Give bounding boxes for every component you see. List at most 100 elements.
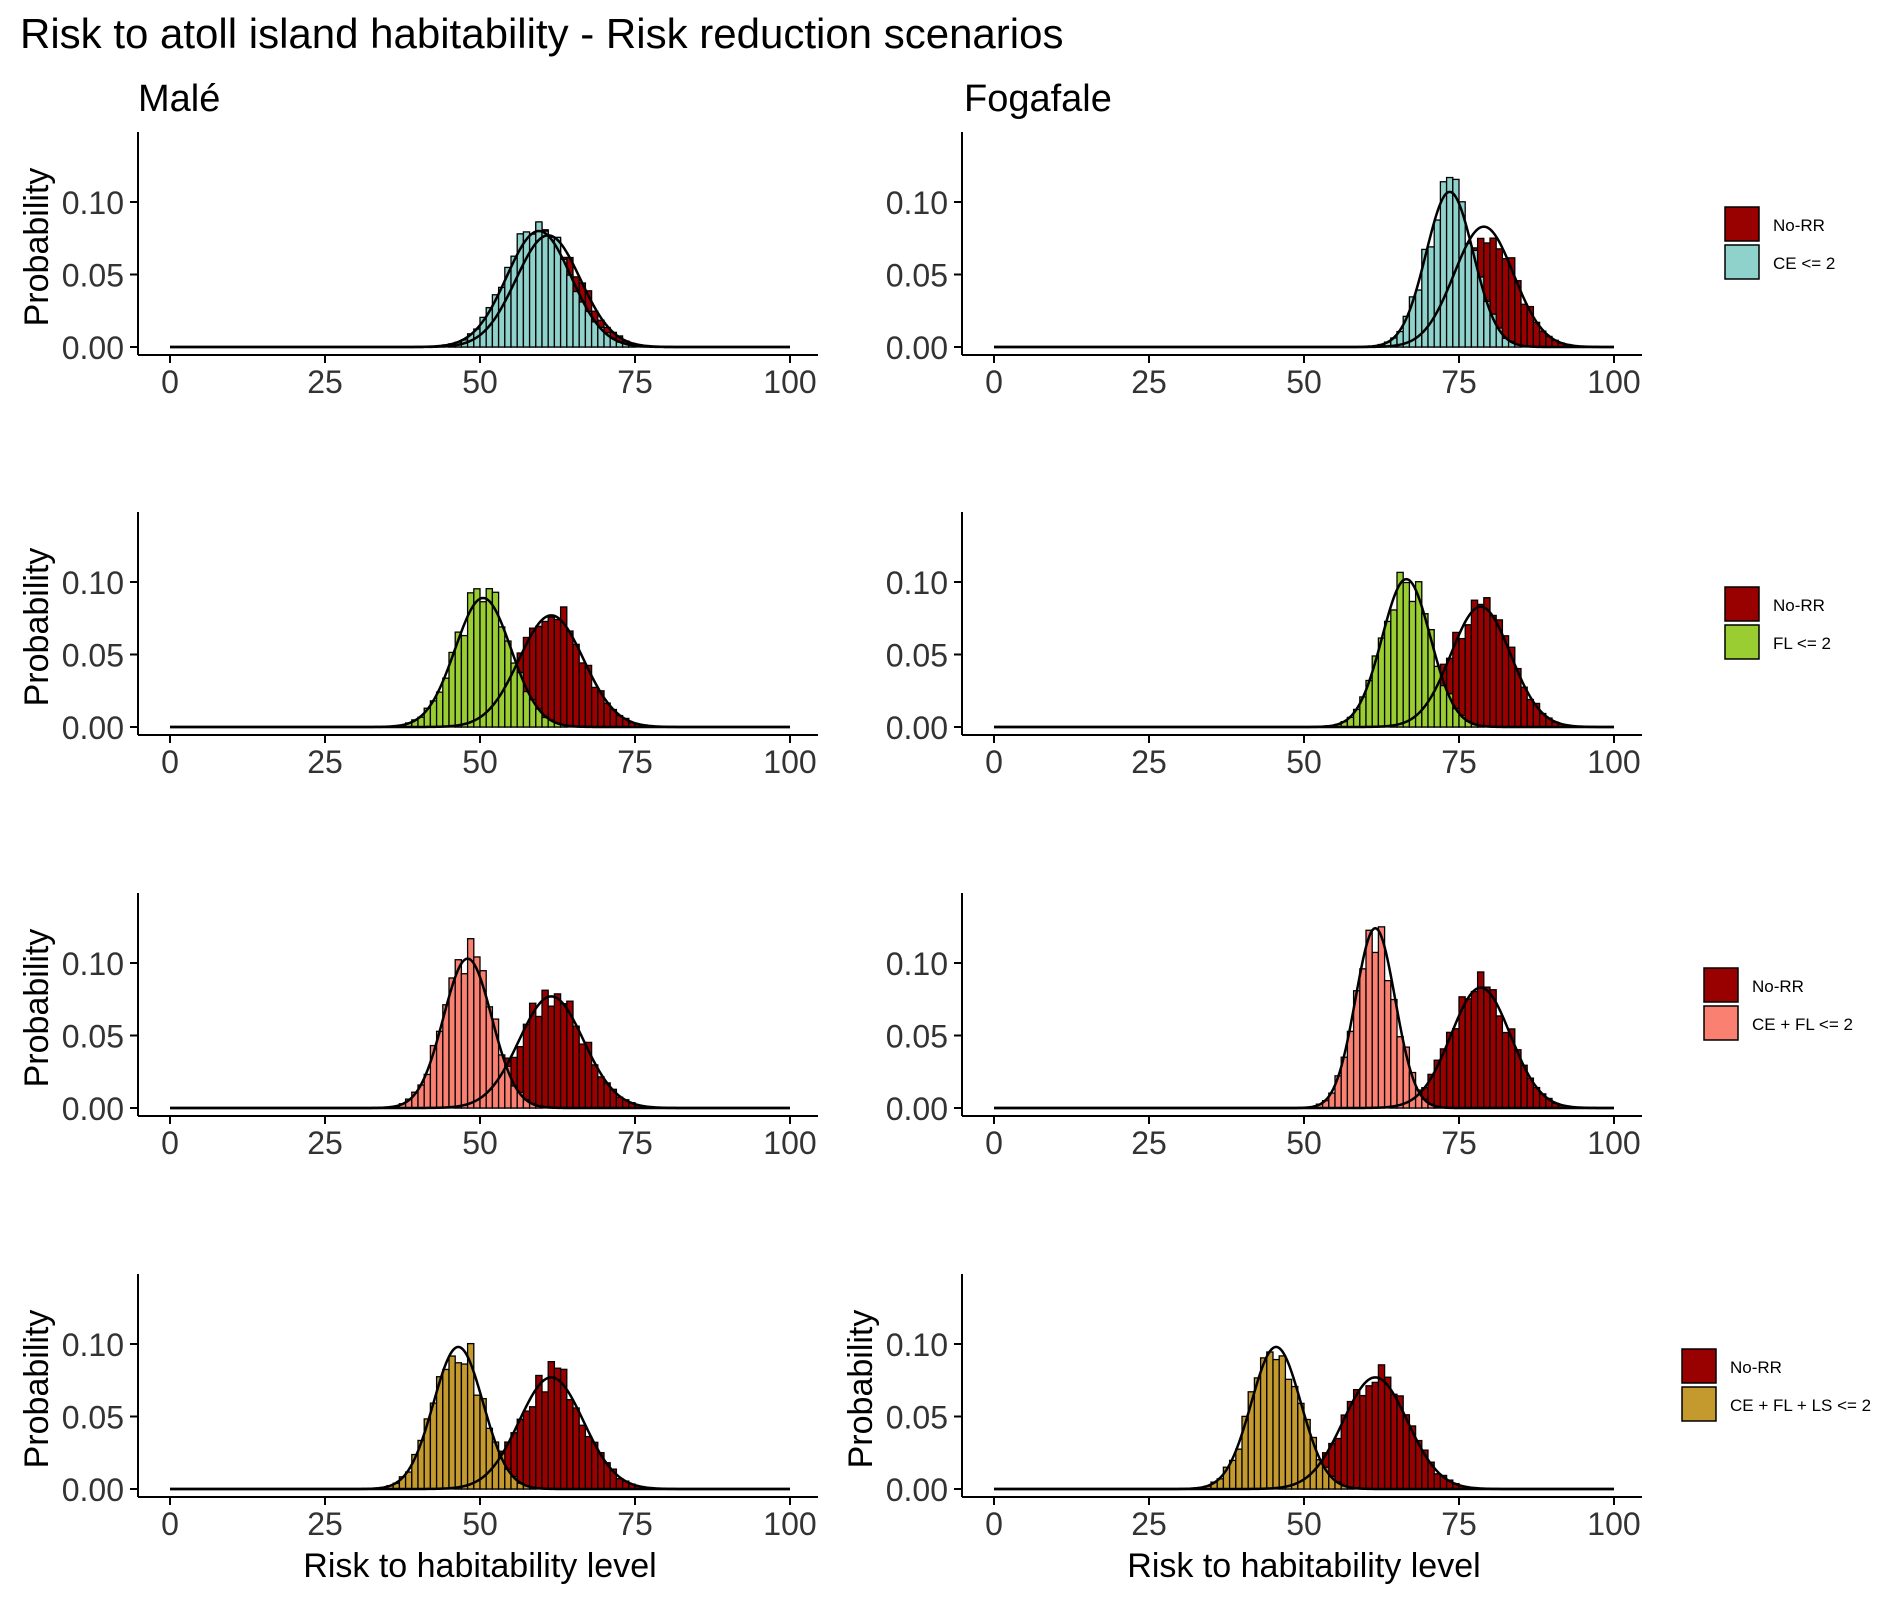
histogram-bar <box>1383 979 1392 1109</box>
x-tick-label: 50 <box>462 1125 498 1161</box>
x-tick-label: 50 <box>1286 1125 1322 1161</box>
y-tick-label: 0.10 <box>62 946 124 982</box>
histogram-bar <box>1396 1036 1404 1109</box>
x-axis-label: Risk to habitability level <box>1127 1547 1480 1585</box>
x-tick-label: 100 <box>1587 1125 1640 1161</box>
bars-ce-fl-ls-2 <box>380 1342 537 1490</box>
histogram-bar <box>473 1394 481 1490</box>
histogram-bar <box>1470 599 1479 728</box>
y-tick-label: 0.00 <box>886 1091 948 1127</box>
legend-swatch <box>1703 1005 1739 1041</box>
y-tick-label: 0.10 <box>886 1327 948 1363</box>
histogram-bar <box>578 662 587 728</box>
y-tick-label: 0.10 <box>886 185 948 221</box>
histogram-bar <box>1377 1364 1386 1490</box>
bars-ce-fl-2 <box>392 938 543 1109</box>
x-tick-label: 0 <box>161 744 179 780</box>
x-tick-label: 25 <box>307 364 343 400</box>
histogram-bar <box>572 1025 580 1109</box>
legend-swatch <box>1724 244 1760 280</box>
bars-ce-2 <box>1377 176 1522 348</box>
histogram-bar <box>572 1407 580 1490</box>
panel-foga-fl: 0.00 0.05 0.10 0 25 50 75 100 No-RR FL <= 2 <box>886 512 1831 780</box>
density-curve <box>170 957 790 1110</box>
legend-label: CE + FL <= 2 <box>1752 1015 1853 1034</box>
histogram-bar <box>1489 989 1497 1109</box>
density-curve <box>170 229 790 349</box>
histogram-bar <box>1476 971 1485 1109</box>
x-tick-label: 50 <box>462 1506 498 1542</box>
histogram-bar <box>1439 684 1448 728</box>
histogram-bar <box>566 274 574 348</box>
y-tick-label: 0.05 <box>62 1019 124 1055</box>
histogram-bar <box>1377 926 1386 1109</box>
histogram-bar <box>522 1023 531 1109</box>
histogram-bar <box>1284 1378 1293 1490</box>
histogram-bar <box>485 1427 494 1490</box>
histogram-bar <box>1526 698 1535 728</box>
histogram-bar <box>1365 1385 1373 1490</box>
x-tick-label: 75 <box>1441 1125 1477 1161</box>
histogram-bar <box>1383 620 1392 728</box>
histogram-bar <box>1259 1357 1268 1490</box>
x-tick-label: 100 <box>763 1506 816 1542</box>
histogram-bar <box>1383 1376 1392 1490</box>
y-tick-label: 0.05 <box>62 258 124 294</box>
histogram-bar <box>528 1406 537 1490</box>
histogram-bar <box>497 286 506 348</box>
density-curve <box>994 577 1614 729</box>
legend: No-RR FL <= 2 <box>1724 586 1831 660</box>
x-tick-label: 0 <box>985 364 1003 400</box>
column-title-fogafale: Fogafale <box>964 78 1112 120</box>
legend-label: No-RR <box>1773 596 1825 615</box>
x-tick-label: 50 <box>1286 1506 1322 1542</box>
histogram-bar <box>541 989 549 1109</box>
panel-foga-cefls: 0.00 0.05 0.10 0 25 50 75 100 Probability Risk to… <box>842 1274 1871 1585</box>
histogram-bar <box>423 1073 432 1109</box>
density-curve <box>170 1345 790 1491</box>
legend-swatch <box>1681 1386 1717 1422</box>
histogram-bar <box>1290 1385 1299 1490</box>
x-tick-label: 75 <box>617 1125 653 1161</box>
histogram-bar <box>1278 1355 1287 1490</box>
y-tick-label: 0.05 <box>62 1400 124 1436</box>
y-tick-label: 0.10 <box>62 565 124 601</box>
histogram-bar <box>541 230 549 348</box>
y-tick-label: 0.05 <box>886 638 948 674</box>
histogram-bar <box>442 1368 450 1490</box>
x-tick-label: 25 <box>307 1125 343 1161</box>
x-tick-label: 100 <box>1587 1506 1640 1542</box>
bars-fl-2 <box>1328 571 1485 728</box>
histogram-bar <box>541 1391 549 1490</box>
x-tick-label: 100 <box>1587 364 1640 400</box>
x-tick-label: 75 <box>617 364 653 400</box>
histogram-bar <box>566 630 574 728</box>
histogram-bar <box>1445 176 1454 348</box>
histogram-bar <box>1253 1377 1262 1490</box>
legend: No-RR CE + FL <= 2 <box>1703 967 1853 1041</box>
histogram-bar <box>1495 619 1504 728</box>
histogram-bar <box>566 1399 574 1490</box>
histogram-bar <box>1427 246 1435 348</box>
histogram-bar <box>584 1435 593 1490</box>
x-tick-label: 0 <box>161 1125 179 1161</box>
y-axis-label: Probability <box>18 168 56 327</box>
x-tick-label: 0 <box>161 364 179 400</box>
x-tick-label: 25 <box>307 744 343 780</box>
histogram-bar <box>578 1043 587 1109</box>
y-axis-label: Probability <box>18 548 56 707</box>
y-tick-label: 0.00 <box>886 1472 948 1508</box>
legend-label: No-RR <box>1730 1358 1782 1377</box>
legend-swatch <box>1724 586 1760 622</box>
legend-label: CE <= 2 <box>1773 254 1835 273</box>
histogram-bar <box>448 1355 456 1490</box>
legend-swatch <box>1724 624 1760 660</box>
x-tick-label: 50 <box>1286 364 1322 400</box>
legend-swatch <box>1681 1348 1717 1384</box>
y-tick-label: 0.10 <box>886 565 948 601</box>
histogram-bar <box>1483 986 1491 1109</box>
legend-label: CE + FL + LS <= 2 <box>1730 1396 1871 1415</box>
y-tick-label: 0.00 <box>886 330 948 366</box>
panel-foga-cefl: 0.00 0.05 0.10 0 25 50 75 100 No-RR CE + FL <= 2 <box>886 893 1853 1161</box>
